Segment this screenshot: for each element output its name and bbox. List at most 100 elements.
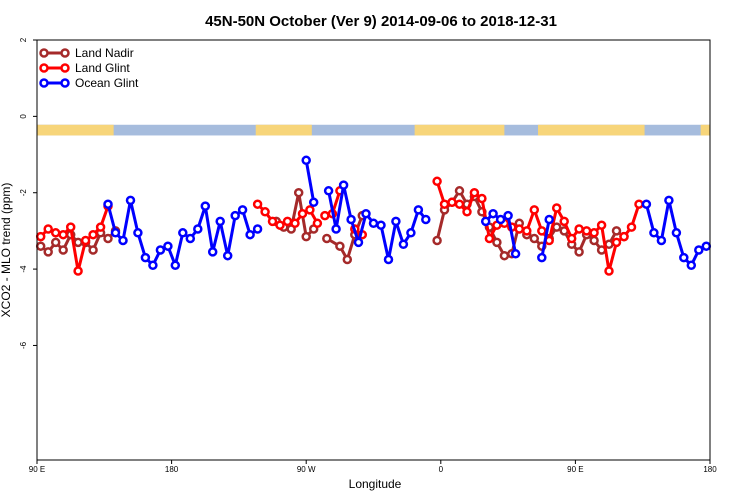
land-glint-point [275,220,285,230]
land-glint-point [514,224,525,234]
land-glint-point [305,205,315,215]
y-tick-label: -6 [19,341,28,349]
land-nadir-point [301,231,311,242]
legend-swatch-marker [60,48,70,58]
ocean-glint-point [222,250,233,261]
ocean-glint-point [361,208,371,219]
land-nadir-point [58,245,68,255]
ocean-glint-point [353,237,364,248]
ocean-glint-point [103,199,113,209]
ocean-glint-point [649,228,659,238]
ocean-glint-point [237,205,248,215]
ocean-glint-point [694,245,704,255]
ocean-glint-point [110,228,121,238]
land-glint-point [477,193,487,204]
land-glint-point [95,222,106,232]
ocean-glint-point [155,245,166,255]
ocean-glint-point [421,214,431,225]
land-glint-point [447,197,457,208]
ocean-glint-point [308,197,319,208]
x-axis: 90 E 180 90 W 0 90 E 180 [29,460,717,474]
legend-swatch-marker [60,63,70,73]
land-glint-point [35,231,46,242]
series-layer [35,155,712,276]
ocean-glint-point [495,214,506,225]
land-ocean-strip [37,124,710,136]
legend-label: Land Glint [75,61,130,75]
series-land-nadir [35,186,629,265]
ocean-glint-point [368,218,379,229]
land-glint-point [290,218,300,229]
ocean-glint-point [163,241,173,251]
ocean-glint-point [207,247,218,257]
x-tick-label: 90 W [297,465,316,474]
land-glint-point [574,224,584,234]
land-glint-point [58,229,68,240]
land-glint-point [267,216,278,227]
land-glint-point [320,210,330,221]
land-glint-point [522,226,532,236]
land-glint-point [551,203,562,213]
land-nadir-point [611,226,622,236]
legend-swatch-marker [60,78,70,88]
ocean-glint-point [133,228,143,238]
land-nadir-point [492,237,502,248]
ocean-glint-point [686,260,697,271]
land-nadir-point [35,241,46,251]
x-tick-label: 180 [165,465,179,474]
legend-swatch-marker [39,78,49,88]
ocean-glint-point [671,228,682,238]
land-nadir-point [499,250,510,261]
ocean-glint-point [641,199,652,209]
y-axis-label: XCO2 - MLO trend (ppm) [0,183,13,318]
ocean-glint-point [140,252,151,263]
ocean-glint-point [230,210,240,221]
land-glint-point [43,224,53,234]
ocean-glint-point [323,186,334,196]
legend-swatch-marker [39,63,49,73]
x-axis-label: Longitude [349,477,402,491]
land-glint-point [634,199,644,209]
ocean-glint-point [193,224,203,234]
ocean-glint-point [701,241,712,251]
land-band [37,124,114,136]
ocean-glint-point [383,254,394,265]
series-ocean-glint [103,155,712,271]
ocean-glint-point [488,208,498,219]
ocean-glint-point [376,220,386,230]
ocean-glint-point [252,224,263,234]
legend-item-ocean-glint: Ocean Glint [39,76,139,90]
legend-item-land-glint: Land Glint [39,61,130,75]
ocean-glint-point [200,201,211,211]
ocean-glint-point [398,239,409,250]
land-nadir-point [43,247,53,257]
ocean-glint-point [656,235,667,246]
land-nadir-point [103,233,113,244]
land-glint-point [65,222,76,232]
land-nadir-point [574,247,584,257]
x-tick-label: 90 E [29,465,45,474]
ocean-glint-point [338,180,349,190]
land-glint-point [88,229,98,240]
land-glint-point [484,233,495,244]
ocean-glint-point [178,228,188,238]
land-glint-point [559,216,569,227]
land-glint-point [50,228,61,238]
land-band [700,124,710,136]
land-band [538,124,645,136]
land-glint-point [589,228,599,238]
land-glint-point [604,266,614,276]
ocean-glint-point [301,155,311,166]
plot-frame [36,39,711,461]
ocean-band [37,124,710,136]
ocean-glint-point [346,214,356,225]
land-glint-point [312,218,323,229]
land-glint-point [462,207,472,217]
x-tick-label: 180 [703,465,717,474]
land-nadir-point [73,237,83,248]
ocean-glint-point [185,233,196,244]
ocean-glint-point [537,252,547,263]
y-axis: 2 0 -2 -4 -6 [19,37,37,349]
land-nadir-point [342,254,353,265]
land-glint-point [469,187,480,198]
